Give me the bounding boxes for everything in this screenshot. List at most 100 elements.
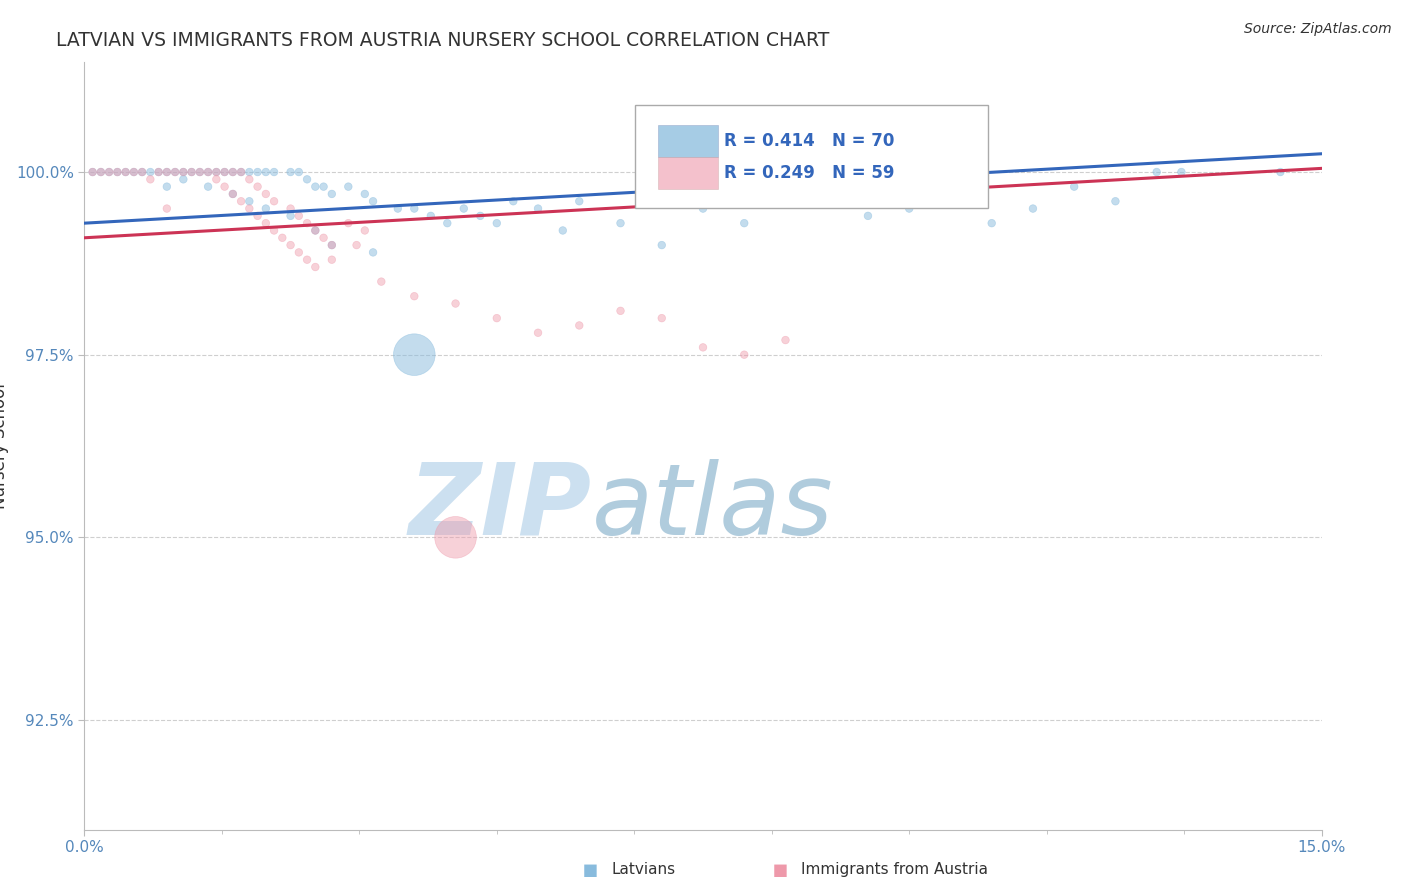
Point: [82, 165, 104, 179]
Point: [246, 165, 269, 179]
Point: [387, 202, 409, 216]
Point: [188, 165, 211, 179]
Point: [246, 179, 269, 194]
Point: [485, 311, 508, 326]
Point: [238, 165, 260, 179]
Point: [222, 165, 245, 179]
Point: [139, 172, 162, 186]
Point: [321, 186, 343, 201]
Point: [692, 202, 714, 216]
Point: [222, 165, 245, 179]
Point: [238, 194, 260, 209]
Point: [436, 216, 458, 230]
Point: [980, 216, 1002, 230]
Point: [105, 165, 128, 179]
Point: [90, 165, 112, 179]
FancyBboxPatch shape: [658, 125, 718, 157]
Text: R = 0.249   N = 59: R = 0.249 N = 59: [724, 164, 894, 182]
Point: [775, 333, 797, 347]
Point: [568, 318, 591, 333]
Point: [404, 289, 426, 303]
Point: [280, 202, 302, 216]
Point: [98, 165, 121, 179]
Point: [304, 223, 326, 237]
Point: [295, 252, 318, 267]
Point: [214, 165, 236, 179]
Point: [254, 186, 277, 201]
Point: [205, 172, 228, 186]
Point: [90, 165, 112, 179]
Point: [238, 202, 260, 216]
Point: [263, 165, 285, 179]
Point: [353, 223, 375, 237]
Text: Latvians: Latvians: [612, 863, 676, 877]
Text: Source: ZipAtlas.com: Source: ZipAtlas.com: [1244, 22, 1392, 37]
Point: [197, 165, 219, 179]
Y-axis label: Nursery School: Nursery School: [0, 383, 8, 509]
Point: [114, 165, 136, 179]
Point: [288, 165, 311, 179]
Point: [180, 165, 202, 179]
Point: [692, 340, 714, 354]
Point: [156, 165, 179, 179]
Point: [229, 194, 252, 209]
Point: [304, 223, 326, 237]
Point: [312, 179, 335, 194]
Point: [346, 238, 368, 252]
Point: [246, 209, 269, 223]
Text: ▪: ▪: [772, 858, 789, 881]
Point: [1146, 165, 1168, 179]
Point: [131, 165, 153, 179]
Point: [105, 165, 128, 179]
Point: [229, 165, 252, 179]
Text: ▪: ▪: [582, 858, 599, 881]
Point: [337, 179, 360, 194]
Point: [205, 165, 228, 179]
Point: [1063, 179, 1085, 194]
Point: [280, 209, 302, 223]
Point: [238, 172, 260, 186]
Point: [280, 238, 302, 252]
Point: [651, 311, 673, 326]
Point: [82, 165, 104, 179]
Point: [222, 186, 245, 201]
Point: [361, 245, 384, 260]
Point: [229, 165, 252, 179]
Point: [304, 260, 326, 274]
Point: [295, 216, 318, 230]
Point: [254, 216, 277, 230]
Point: [263, 194, 285, 209]
Point: [404, 202, 426, 216]
Point: [370, 275, 392, 289]
Point: [337, 216, 360, 230]
Point: [419, 209, 441, 223]
Text: atlas: atlas: [592, 458, 834, 556]
Point: [815, 179, 838, 194]
Point: [1270, 165, 1292, 179]
Point: [1022, 202, 1045, 216]
Point: [280, 165, 302, 179]
Point: [551, 223, 574, 237]
Text: R = 0.414   N = 70: R = 0.414 N = 70: [724, 132, 894, 150]
Point: [122, 165, 145, 179]
Point: [205, 165, 228, 179]
Point: [609, 303, 631, 318]
Point: [502, 194, 524, 209]
FancyBboxPatch shape: [636, 104, 987, 208]
Point: [172, 172, 194, 186]
Point: [775, 194, 797, 209]
Point: [733, 348, 755, 362]
Point: [131, 165, 153, 179]
Point: [165, 165, 187, 179]
Point: [271, 231, 294, 245]
Point: [568, 194, 591, 209]
Point: [180, 165, 202, 179]
Point: [733, 216, 755, 230]
Point: [114, 165, 136, 179]
Point: [485, 216, 508, 230]
Point: [288, 209, 311, 223]
Point: [1104, 194, 1126, 209]
Point: [1170, 165, 1192, 179]
Point: [444, 530, 467, 544]
Point: [295, 172, 318, 186]
